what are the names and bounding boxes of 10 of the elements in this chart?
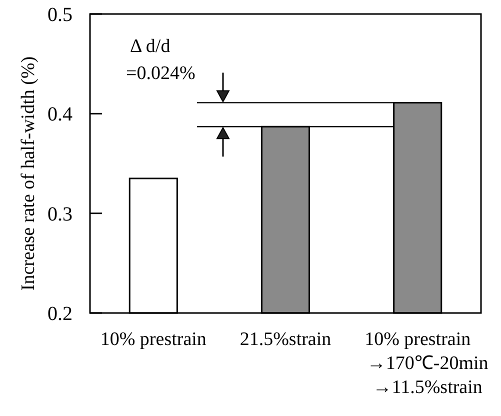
y-tick-label: 0.4	[48, 104, 72, 126]
y-tick-label: 0.3	[48, 203, 72, 226]
y-axis-title: Increase rate of half-width (%)	[18, 56, 39, 291]
annotation: =0.024%	[126, 63, 196, 84]
y-tick-label: 0.5	[48, 4, 72, 26]
x-tick-label: 21.5%strain	[240, 329, 332, 350]
annotation: Δ d/d	[130, 36, 171, 57]
y-tick-label: 0.2	[48, 303, 72, 325]
x-tick-label: 10% prestrain	[100, 329, 207, 350]
x-tick-label: 10% prestrain →170℃-20min →11.5%strain	[364, 329, 489, 398]
